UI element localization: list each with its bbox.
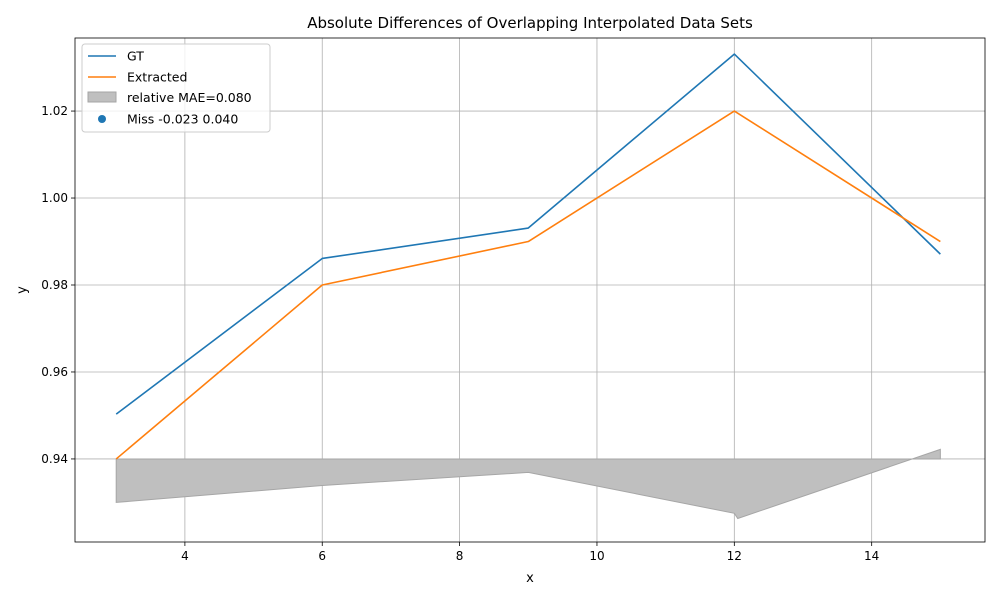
y-tick-label: 0.96: [41, 365, 68, 379]
x-tick-label: 6: [318, 549, 326, 563]
x-tick-label: 4: [181, 549, 189, 563]
series-line-gt: [115, 53, 941, 415]
y-tick-label: 0.94: [41, 452, 68, 466]
series-lines: [115, 53, 941, 460]
y-tick-label: 1.00: [41, 191, 68, 205]
y-ticks: 0.94 0.96 0.98 1.00 1.02: [41, 104, 75, 466]
x-tick-label: 8: [456, 549, 464, 563]
x-axis-label: x: [526, 571, 534, 586]
legend-extracted-label: Extracted: [127, 70, 187, 85]
x-tick-label: 10: [589, 549, 604, 563]
plot-frame: [74, 37, 986, 543]
legend-band-label: relative MAE=0.080: [127, 90, 252, 105]
series-line-extracted: [115, 110, 941, 460]
legend-gt-label: GT: [127, 49, 144, 64]
x-tick-label: 12: [727, 549, 742, 563]
legend-miss-label: Miss -0.023 0.040: [127, 112, 238, 127]
legend-band-swatch: [87, 91, 117, 103]
legend-miss-swatch: [98, 115, 106, 123]
mae-band: [115, 448, 941, 520]
y-tick-label: 0.98: [41, 278, 68, 292]
y-axis-label: y: [15, 286, 30, 294]
legend: GT Extracted relative MAE=0.080 Miss -0.…: [81, 43, 271, 133]
chart-title: Absolute Differences of Overlapping Inte…: [307, 14, 753, 32]
legend-frame: [81, 43, 271, 133]
x-ticks: 4 6 8 10 12 14: [181, 542, 879, 563]
y-tick-label: 1.02: [41, 104, 68, 118]
x-tick-label: 14: [864, 549, 879, 563]
